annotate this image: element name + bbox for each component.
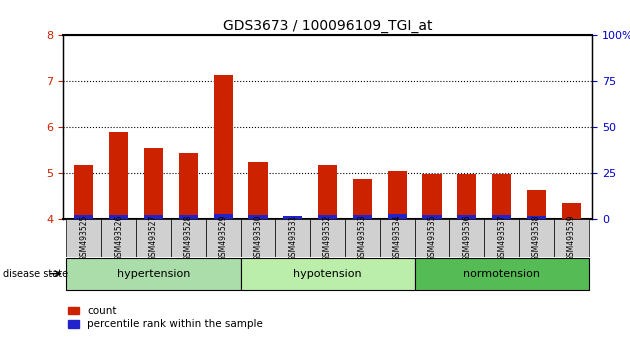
Bar: [248, 215, 268, 219]
Bar: [179, 215, 198, 219]
Text: GSM493526: GSM493526: [114, 215, 123, 261]
Text: GSM493532: GSM493532: [323, 215, 332, 261]
Bar: [562, 203, 581, 219]
Text: disease state: disease state: [3, 269, 68, 279]
Text: GSM493534: GSM493534: [392, 215, 402, 261]
Text: GSM493527: GSM493527: [149, 215, 158, 261]
FancyBboxPatch shape: [484, 219, 519, 257]
FancyBboxPatch shape: [206, 219, 241, 257]
FancyBboxPatch shape: [275, 219, 310, 257]
FancyBboxPatch shape: [101, 219, 136, 257]
Bar: [214, 74, 232, 219]
FancyBboxPatch shape: [554, 219, 588, 257]
Text: GSM493531: GSM493531: [289, 215, 297, 261]
Bar: [74, 165, 93, 219]
FancyBboxPatch shape: [171, 219, 206, 257]
Bar: [387, 171, 407, 219]
Text: normotension: normotension: [463, 269, 540, 279]
Bar: [284, 216, 302, 219]
FancyBboxPatch shape: [449, 219, 484, 257]
Text: GSM493535: GSM493535: [428, 215, 437, 261]
Text: GSM493528: GSM493528: [184, 215, 193, 261]
Bar: [527, 216, 546, 219]
FancyBboxPatch shape: [241, 219, 275, 257]
Text: hypotension: hypotension: [294, 269, 362, 279]
Bar: [457, 215, 476, 219]
Text: GSM493537: GSM493537: [497, 215, 506, 261]
Bar: [527, 189, 546, 219]
FancyBboxPatch shape: [67, 219, 101, 257]
Bar: [318, 215, 337, 219]
FancyBboxPatch shape: [415, 219, 449, 257]
Bar: [74, 215, 93, 219]
Bar: [179, 153, 198, 219]
Bar: [248, 162, 268, 219]
FancyBboxPatch shape: [415, 258, 588, 290]
Bar: [457, 175, 476, 219]
Legend: count, percentile rank within the sample: count, percentile rank within the sample: [68, 306, 263, 329]
Bar: [144, 215, 163, 219]
FancyBboxPatch shape: [519, 219, 554, 257]
Bar: [353, 215, 372, 219]
FancyBboxPatch shape: [136, 219, 171, 257]
FancyBboxPatch shape: [67, 258, 241, 290]
Bar: [214, 214, 232, 219]
Bar: [318, 165, 337, 219]
Bar: [387, 214, 407, 219]
Text: GSM493529: GSM493529: [219, 215, 227, 261]
Text: GSM493536: GSM493536: [462, 215, 471, 261]
Text: GSM493525: GSM493525: [79, 215, 88, 261]
Bar: [492, 215, 512, 219]
Text: GSM493539: GSM493539: [567, 215, 576, 261]
FancyBboxPatch shape: [345, 219, 380, 257]
Bar: [284, 216, 302, 219]
Text: GSM493533: GSM493533: [358, 215, 367, 261]
Bar: [423, 215, 442, 219]
FancyBboxPatch shape: [241, 258, 415, 290]
Text: GSM493538: GSM493538: [532, 215, 541, 261]
FancyBboxPatch shape: [310, 219, 345, 257]
Bar: [109, 132, 129, 219]
Bar: [492, 175, 512, 219]
Bar: [423, 175, 442, 219]
Text: GSM493530: GSM493530: [253, 215, 263, 261]
FancyBboxPatch shape: [380, 219, 415, 257]
Bar: [144, 148, 163, 219]
Text: hypertension: hypertension: [117, 269, 190, 279]
Bar: [353, 179, 372, 219]
Title: GDS3673 / 100096109_TGI_at: GDS3673 / 100096109_TGI_at: [223, 19, 432, 33]
Bar: [109, 215, 129, 219]
